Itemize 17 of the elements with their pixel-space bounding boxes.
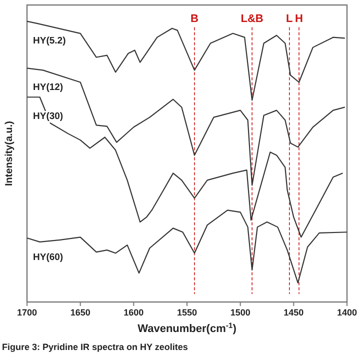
series-label: HY(5.2) [33, 35, 66, 46]
x-tick-label: 1450 [284, 307, 304, 318]
series-label: HY(60) [33, 252, 64, 264]
x-tick-label: 1400 [336, 307, 358, 318]
caption: Figure 3: Pyridine IR spectra on HY zeolites [2, 342, 188, 352]
x-tick-label: 1500 [230, 307, 250, 318]
series-label: HY(12) [33, 82, 64, 94]
y-axis-title: Intensity(a.u.) [4, 120, 15, 186]
x-tick-label: 1600 [124, 307, 144, 318]
x-tick-label: 1550 [176, 307, 198, 318]
ref-line-label: L&B [240, 13, 264, 25]
ref-line-label: L [286, 13, 294, 25]
x-axis-title: Wavenumber(cm$^{-1}$) [138, 320, 237, 335]
x-tick-label: 1700 [16, 307, 38, 318]
x-tick-label: 1650 [70, 307, 90, 318]
ref-line-label: H [295, 13, 304, 25]
ref-line-label: B [190, 13, 198, 25]
